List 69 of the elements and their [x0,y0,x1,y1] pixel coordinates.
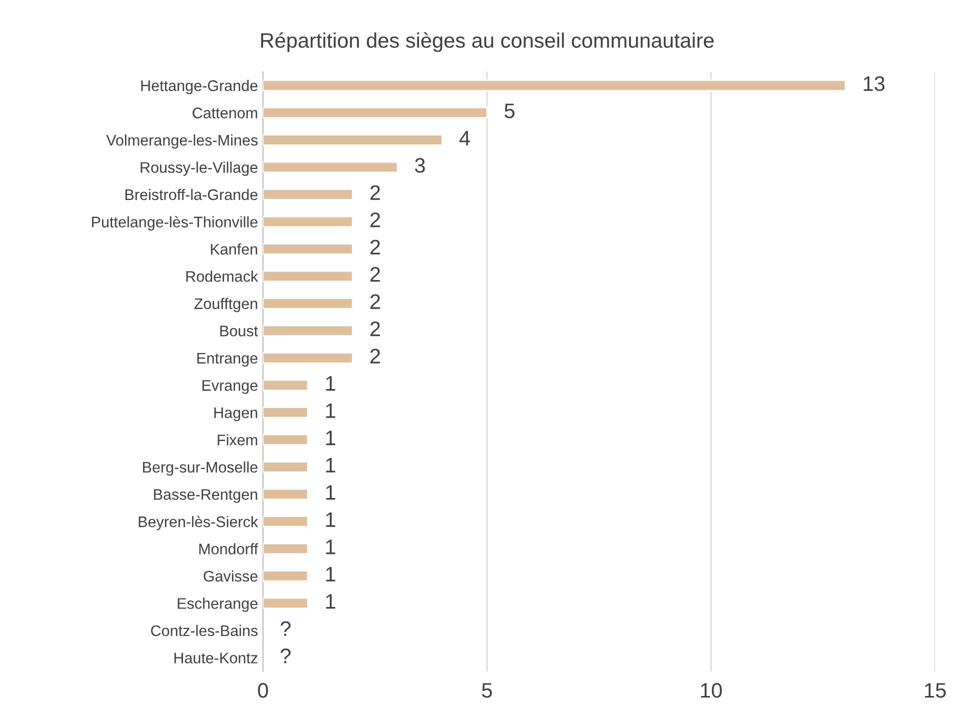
bar [262,161,398,174]
x-tick-label: 5 [482,683,492,698]
data-label: 1 [326,485,336,500]
text: ? [280,648,291,664]
y-tick-label: Contz-les-Bains [151,624,258,636]
bar [262,379,308,392]
y-tick-label: Beyren-lès-Sierck [138,516,258,530]
data-label: 1 [326,376,336,391]
bar [262,597,308,610]
y-tick-label: Volmerange-les-Mines [106,134,258,149]
y-tick-label: Boust [220,326,258,336]
data-label: 2 [370,322,380,336]
x-tick-label: 10 [701,682,722,698]
bar [262,488,308,500]
data-label: 2 [370,240,380,254]
y-tick-label: Gavisse [204,570,258,582]
data-label: 2 [370,294,380,309]
y-tick-label: Basse-Rentgen [154,489,258,503]
bar [262,324,354,337]
data-label: 2 [370,267,380,282]
bar [262,434,308,446]
bar [262,406,308,418]
bar [262,216,354,228]
y-tick-label: Hagen [214,407,258,422]
data-label: 1 [326,430,336,446]
x-tick-label: 15 [925,683,946,698]
bar [262,270,354,282]
y-tick-label: Escherange [178,598,258,612]
y-tick-label: Cattenom [192,108,258,118]
bar [262,542,308,555]
data-label: 2 [370,185,380,200]
data-label: 5 [504,104,515,118]
data-label: 1 [326,594,336,609]
data-label: 1 [326,403,336,418]
data-label: 3 [414,158,425,173]
y-tick-label: Rodemack [186,270,258,282]
bar [262,80,846,92]
y-tick-label: Fixem [218,434,258,446]
bar [262,243,354,255]
y-tick-label: Roussy-le-Village [140,162,258,176]
bar [262,516,308,528]
data-label: 1 [326,540,336,554]
y-tick-label: Berg-sur-Moselle [143,461,258,476]
data-label: 1 [326,458,336,472]
y-tick-label: Puttelange-lès-Thionville [92,216,258,230]
data-label: 1 [326,567,336,582]
data-label: 1 [326,512,336,527]
bar [262,106,488,119]
data-label: 4 [459,130,470,146]
y-tick-label: Entrange [197,352,258,367]
y-tick-label: Haute-Kontz [174,652,258,664]
bar [262,461,308,473]
bar [262,188,354,200]
bar [262,352,354,364]
y-tick-label: Kanfen [210,243,258,255]
y-tick-label: Mondorff [199,543,258,554]
y-tick-label: Hettange-Grande [141,80,258,94]
data-label: 13 [864,76,884,92]
y-tick-label: Zoufftgen [194,298,258,312]
data-label: 2 [370,348,380,364]
y-tick-label: Evrange [202,380,258,394]
data-label: 2 [370,212,380,228]
y-tick-label: Breistroff-la-Grande [126,188,258,200]
bar [262,570,308,582]
bar [262,134,443,146]
x-tick-label: 0 [258,682,268,698]
bar [262,298,354,310]
text: ? [280,621,291,636]
chart-title: Répartition des sièges au conseil communautaire [261,32,714,52]
